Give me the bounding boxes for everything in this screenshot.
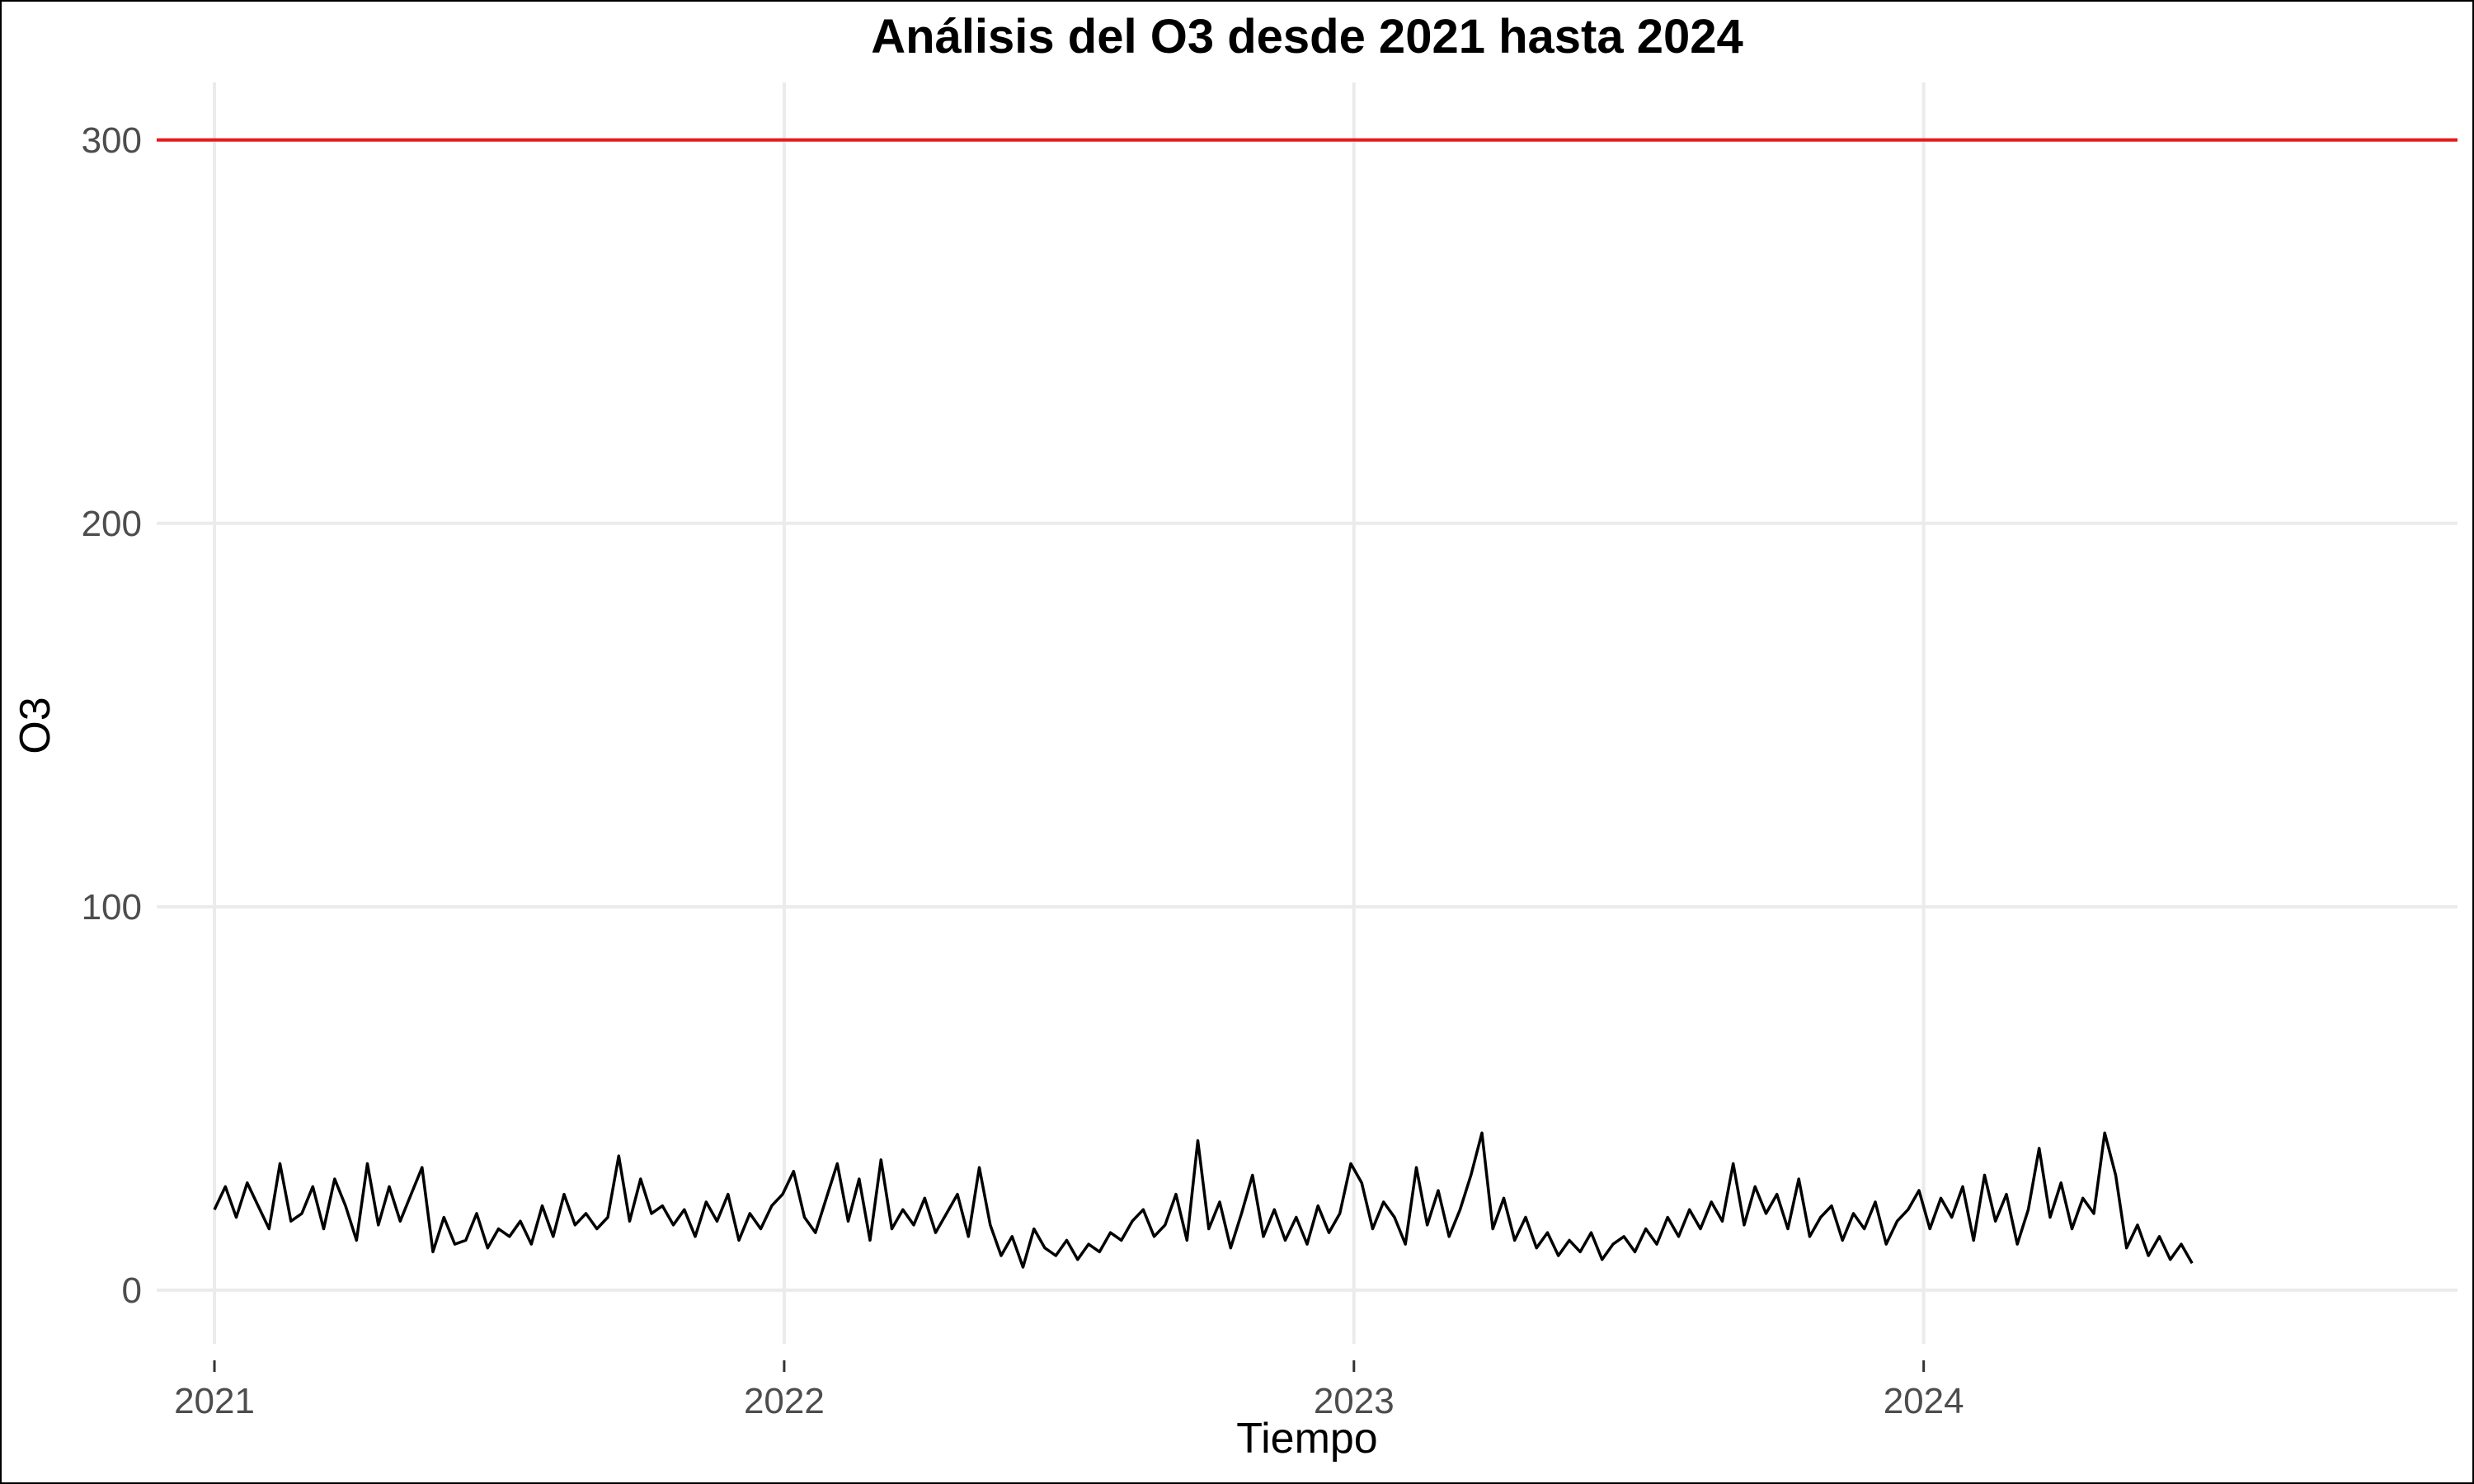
y-tick-label-200: 200 (82, 504, 142, 544)
x-tick-label-2022: 2022 (744, 1381, 825, 1421)
x-axis-title: Tiempo (1236, 1415, 1377, 1463)
grid-layer (157, 82, 2458, 1344)
tick-layer: 0 100 200 300 2021 2022 2023 2024 (82, 120, 1964, 1421)
y-tick-label-100: 100 (82, 887, 142, 928)
x-tick-label-2021: 2021 (174, 1381, 255, 1421)
y-axis-title: O3 (12, 697, 59, 754)
o3-series-line (213, 1131, 2194, 1269)
series-layer (213, 1131, 2194, 1269)
y-tick-label-300: 300 (82, 120, 142, 161)
x-tick-label-2023: 2023 (1314, 1381, 1395, 1421)
x-tick-label-2024: 2024 (1884, 1381, 1964, 1421)
y-tick-label-0: 0 (122, 1270, 142, 1311)
chart-title: Análisis del O3 desde 2021 hasta 2024 (871, 10, 1743, 63)
